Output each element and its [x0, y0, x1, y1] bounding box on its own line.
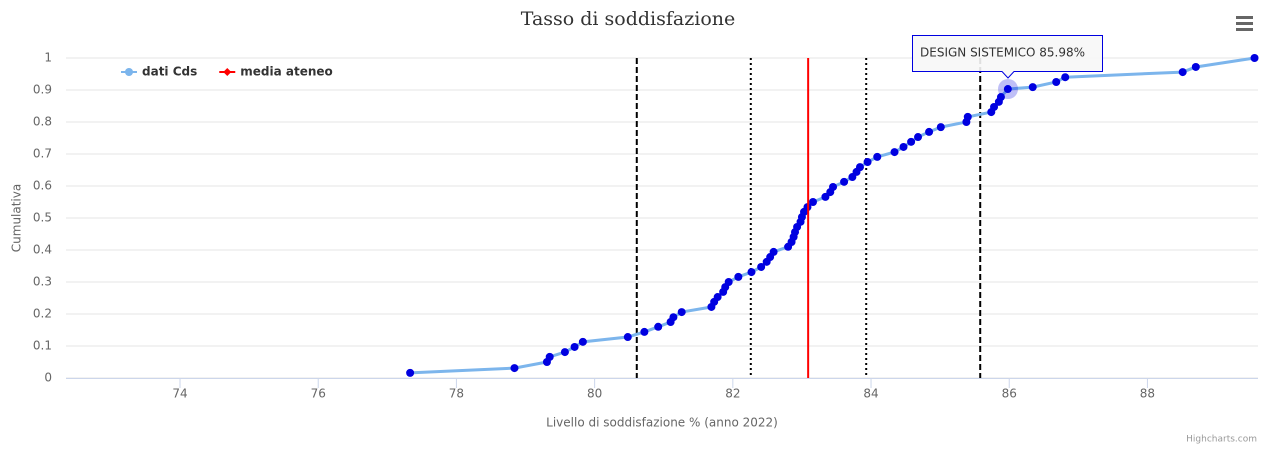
tooltip: DESIGN SISTEMICO 85.98%: [912, 35, 1103, 79]
point: [510, 364, 519, 373]
legend-label: dati Cds: [142, 65, 197, 79]
y-tick-label: 0.8: [33, 115, 52, 129]
point: [936, 123, 945, 132]
point: [855, 163, 864, 172]
point: [640, 327, 649, 336]
y-tick-label: 0.6: [33, 179, 52, 193]
hover-halo: [998, 79, 1018, 99]
point: [734, 272, 743, 281]
point: [1052, 78, 1061, 86]
x-tick-label: 76: [311, 387, 326, 401]
point: [757, 262, 766, 271]
x-tick-label: 78: [449, 387, 464, 401]
tooltip-text: DESIGN SISTEMICO 85.98%: [920, 46, 1085, 60]
point: [560, 348, 569, 357]
y-tick-label: 0.2: [33, 307, 52, 321]
tooltip-box: [912, 35, 1103, 79]
x-tick-label: 84: [863, 387, 878, 401]
point: [724, 278, 733, 286]
legend-marker: [223, 68, 232, 76]
point: [769, 247, 778, 256]
credits[interactable]: Highcharts.com: [1186, 435, 1257, 445]
point: [840, 177, 849, 186]
point: [899, 142, 908, 151]
y-tick-label: 0.5: [33, 211, 52, 225]
point: [963, 112, 972, 121]
legend-label: media ateneo: [240, 65, 333, 79]
point: [890, 148, 899, 157]
point: [570, 342, 579, 351]
point: [996, 93, 1005, 102]
point: [990, 102, 999, 111]
point: [863, 158, 872, 166]
point: [677, 308, 686, 317]
x-tick-label: 82: [725, 387, 740, 401]
legend-marker: [125, 68, 133, 76]
point: [914, 133, 923, 142]
y-tick-label: 0.3: [33, 275, 52, 289]
x-axis-title: Livello di soddisfazione % (anno 2022): [546, 416, 778, 430]
menu-bar[interactable]: [1236, 16, 1253, 19]
menu-bar[interactable]: [1236, 22, 1253, 25]
y-tick-label: 0.7: [33, 147, 52, 161]
chart-title: Tasso di soddisfazione: [521, 8, 736, 30]
x-tick-label: 80: [587, 387, 602, 401]
point: [1191, 62, 1200, 71]
series-line: [410, 56, 1255, 375]
point: [545, 352, 554, 361]
x-tick-label: 74: [172, 387, 187, 401]
point: [925, 127, 934, 136]
point: [1028, 83, 1037, 92]
y-axis-title: Cumulativa: [10, 184, 24, 252]
menu-button[interactable]: [1234, 14, 1256, 32]
point: [654, 322, 663, 331]
grid: 0 0.1 0.2 0.3 0.4 0.5 0.6 0.7 0.8 0.9 1 74 76 78 80 82 8…: [33, 51, 1258, 401]
point: [1003, 85, 1012, 94]
point: [1178, 68, 1187, 77]
y-tick-label: 0.4: [33, 243, 52, 257]
point: [406, 368, 415, 377]
y-tick-label: 0: [44, 371, 52, 385]
point: [669, 313, 678, 322]
point: [1250, 54, 1259, 62]
y-tick-label: 0.1: [33, 339, 52, 353]
x-tick-label: 86: [1002, 387, 1017, 401]
point: [713, 293, 722, 302]
point: [808, 198, 817, 206]
menu-bar[interactable]: [1236, 28, 1253, 31]
point: [873, 152, 882, 161]
y-tick-label: 1: [44, 51, 52, 65]
x-tick-label: 88: [1140, 387, 1155, 401]
point: [623, 333, 632, 342]
point: [578, 337, 587, 346]
point: [747, 268, 756, 277]
y-tick-label: 0.9: [33, 83, 52, 97]
point: [907, 137, 916, 146]
point: [1061, 73, 1070, 82]
plot-area: [406, 54, 1259, 378]
point: [829, 182, 838, 191]
legend: dati Cds media ateneo: [121, 65, 333, 79]
